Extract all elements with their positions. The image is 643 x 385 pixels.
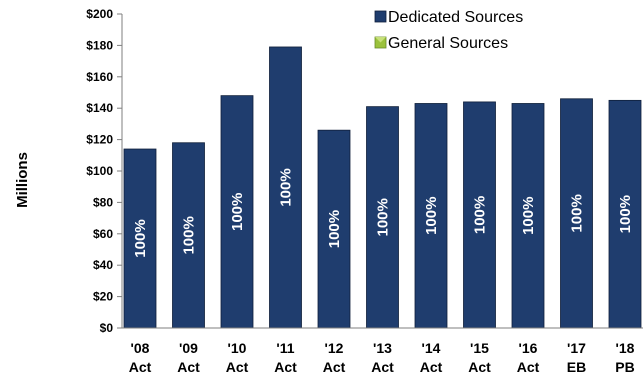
legend: Dedicated Sources General Sources	[374, 9, 523, 52]
x-tick-label: Act	[371, 359, 394, 375]
x-tick-label: '14	[422, 340, 441, 356]
x-tick-label: Act	[274, 359, 297, 375]
legend-swatch-dedicated	[374, 10, 387, 23]
bar-dedicated-sources	[463, 101, 496, 329]
bar-dedicated-sources	[511, 103, 545, 329]
legend-label: Dedicated Sources	[388, 9, 523, 26]
legend-swatch-shine	[375, 37, 386, 43]
x-tick-label: Act	[129, 359, 152, 375]
x-tick-label: Act	[323, 359, 346, 375]
x-tick-label: Act	[517, 359, 540, 375]
x-tick-label: Act	[226, 359, 249, 375]
bar-data-label: 100%	[132, 219, 149, 257]
y-tick-label: $200	[86, 7, 113, 21]
bar-dedicated-sources	[172, 142, 205, 329]
x-tick-label: '09	[179, 340, 198, 356]
bar-dedicated-sources	[560, 98, 593, 329]
y-axis: $0 $20 $40 $60 $80 $100 $120 $140 $160 $180 $200	[86, 7, 123, 335]
x-tick-label: '18	[616, 340, 635, 356]
bar-dedicated-sources	[123, 148, 157, 329]
y-tick-label: $80	[93, 195, 113, 209]
x-tick-label: '10	[228, 340, 247, 356]
x-tick-label: EB	[567, 359, 586, 375]
bar-dedicated-sources	[608, 99, 642, 329]
legend-label: General Sources	[388, 35, 508, 52]
x-axis: '08 Act '09 Act '10 Act '11 Act '12 Act '13 Act '14 A…	[122, 327, 643, 375]
y-tick-label: $20	[93, 290, 113, 304]
y-tick-label: $120	[86, 133, 113, 147]
y-tick-label: $40	[93, 258, 113, 272]
x-tick-label: '16	[519, 340, 538, 356]
bars: 100% 100% 100% 100% 100% 100% 100% 100% 100% 100%…	[123, 46, 642, 329]
x-tick-label: Act	[420, 359, 443, 375]
x-tick-label: '13	[373, 340, 392, 356]
x-tick-label: PB	[615, 359, 634, 375]
x-tick-label: '08	[131, 340, 150, 356]
bar-dedicated-sources	[414, 103, 448, 329]
bar-data-label: 100%	[520, 197, 537, 235]
bar-data-label: 100%	[472, 196, 489, 234]
bar-data-label: 100%	[423, 197, 440, 235]
x-tick-label: '12	[325, 340, 344, 356]
x-tick-label: Act	[177, 359, 200, 375]
y-tick-label: $180	[86, 38, 113, 52]
y-tick-label: $160	[86, 70, 113, 84]
bar-data-label: 100%	[181, 216, 198, 254]
bar-data-label: 100%	[229, 193, 246, 231]
bar-data-label: 100%	[326, 210, 343, 248]
bar-data-label: 100%	[617, 195, 634, 233]
bar-data-label: 100%	[569, 194, 586, 232]
bar-dedicated-sources	[220, 95, 254, 329]
x-tick-label: '11	[276, 340, 294, 356]
bar-data-label: 100%	[375, 198, 392, 236]
bar-data-label: 100%	[278, 168, 295, 206]
x-tick-label: '17	[567, 340, 586, 356]
y-tick-label: $140	[86, 101, 113, 115]
y-tick-label: $0	[100, 321, 114, 335]
y-axis-label: Millions	[14, 152, 31, 208]
y-tick-label: $60	[93, 227, 113, 241]
y-tick-label: $100	[86, 164, 113, 178]
x-tick-label: '15	[470, 340, 489, 356]
x-tick-label: Act	[468, 359, 491, 375]
bar-dedicated-sources	[269, 46, 302, 329]
